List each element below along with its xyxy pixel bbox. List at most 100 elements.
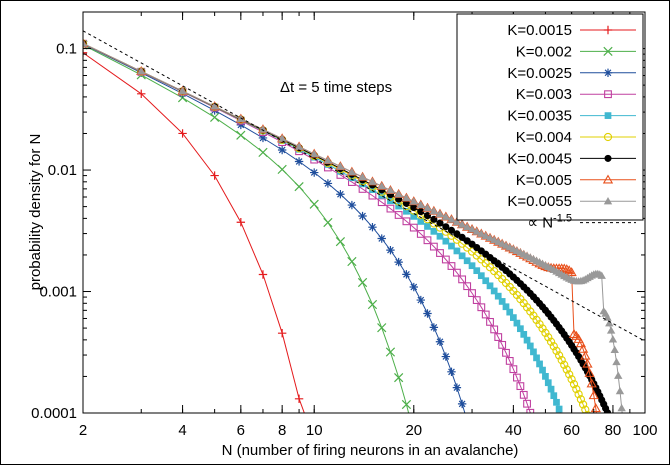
data-point <box>481 231 490 239</box>
data-point <box>377 181 386 190</box>
data-point <box>547 385 555 393</box>
data-point <box>178 86 187 95</box>
data-point <box>569 380 579 389</box>
data-point <box>468 434 476 442</box>
data-point <box>498 340 507 349</box>
data-point <box>358 172 367 181</box>
data-point <box>519 390 528 399</box>
data-point <box>294 181 304 192</box>
data-point <box>562 365 571 374</box>
data-point <box>236 218 246 227</box>
x-tick-label: 10 <box>306 422 323 439</box>
x-tick-label: 8 <box>278 422 286 439</box>
data-point <box>526 342 534 350</box>
data-point <box>505 357 514 365</box>
y-tick-label: 0.1 <box>56 41 77 58</box>
data-point <box>560 360 569 369</box>
data-point <box>394 373 404 383</box>
data-point <box>550 392 558 400</box>
data-point <box>535 320 544 329</box>
data-point <box>592 433 599 440</box>
legend-label: ∝ N-1.5 <box>527 213 572 232</box>
data-point <box>452 383 462 392</box>
data-point <box>258 133 268 143</box>
data-point <box>236 120 246 130</box>
data-point <box>309 199 319 209</box>
data-point <box>423 309 432 318</box>
data-point <box>517 325 524 333</box>
data-point <box>336 190 345 199</box>
data-point <box>530 419 537 426</box>
legend-marker <box>603 197 613 205</box>
data-point <box>494 333 503 341</box>
data-point <box>520 331 528 338</box>
data-point <box>575 338 587 348</box>
series-K=0.0015 <box>83 48 305 413</box>
data-point <box>612 357 621 366</box>
data-point <box>546 337 556 346</box>
data-point <box>386 204 395 213</box>
data-point <box>417 208 425 216</box>
data-point <box>596 434 604 441</box>
data-point <box>430 227 438 235</box>
data-point <box>463 416 471 424</box>
y-tick-label: 0.0001 <box>31 405 77 422</box>
data-point <box>394 190 403 198</box>
plot-border <box>82 11 646 414</box>
data-point <box>323 179 333 188</box>
legend-marker <box>602 174 614 184</box>
data-point <box>83 39 88 47</box>
data-point <box>358 211 367 221</box>
data-point <box>386 245 395 255</box>
data-point <box>502 303 510 311</box>
x-tick-label: 6 <box>237 422 245 439</box>
data-point <box>458 233 466 241</box>
data-point <box>617 403 626 412</box>
y-axis: 0.1 0.01 0.001 0.0001 <box>31 11 645 422</box>
data-point <box>441 255 450 264</box>
data-point <box>577 343 589 353</box>
data-point <box>423 203 432 212</box>
data-point <box>588 390 599 400</box>
data-point <box>614 371 623 379</box>
data-point <box>586 378 597 388</box>
data-point <box>210 171 219 180</box>
data-point <box>605 319 614 327</box>
data-point <box>523 336 531 344</box>
data-point <box>516 382 525 391</box>
data-point <box>435 337 445 346</box>
data-point <box>565 370 574 379</box>
data-point <box>494 292 502 300</box>
data-point <box>323 156 333 164</box>
data-point <box>277 134 287 142</box>
data-point <box>447 226 456 234</box>
legend-marker <box>604 154 612 162</box>
data-point <box>436 219 444 227</box>
data-point <box>429 323 439 332</box>
data-point <box>347 200 357 210</box>
legend-label: K=0.0055 <box>507 193 572 210</box>
data-point <box>544 333 553 342</box>
data-point <box>310 149 319 158</box>
data-point <box>594 418 602 425</box>
data-point <box>582 358 593 368</box>
data-point <box>277 145 287 155</box>
data-point <box>542 372 549 380</box>
data-point <box>477 303 486 312</box>
data-point <box>615 386 625 395</box>
data-point <box>357 277 368 288</box>
data-point <box>441 212 451 220</box>
data-point <box>424 223 431 230</box>
data-point <box>558 412 566 413</box>
data-point <box>394 211 403 219</box>
y-tick-label: 0.01 <box>48 162 77 179</box>
data-point <box>530 348 537 356</box>
series-K=0.003 <box>83 39 537 426</box>
data-point <box>448 242 455 250</box>
data-point <box>566 267 577 277</box>
data-point <box>377 234 386 243</box>
y-tick-label: 0.001 <box>39 284 77 301</box>
data-point <box>423 211 432 220</box>
data-point <box>83 48 88 57</box>
data-point <box>403 207 410 215</box>
